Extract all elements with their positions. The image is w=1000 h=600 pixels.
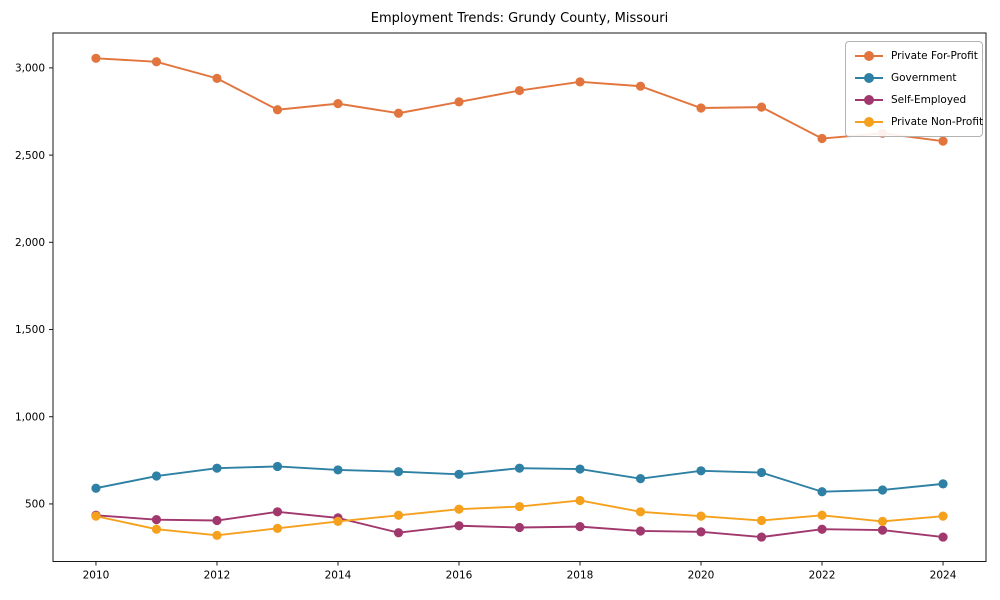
legend-marker-icon: [855, 95, 883, 105]
legend-item-private-non-profit: Private Non-Profit: [850, 111, 983, 133]
data-point-private-non-profit-2014: [333, 516, 343, 526]
data-point-private-non-profit-2016: [454, 504, 464, 514]
data-point-government-2017: [514, 463, 525, 473]
x-tick-label: 2024: [930, 570, 957, 582]
data-point-private-for-profit-2010: [91, 53, 101, 63]
legend-marker-icon: [855, 117, 883, 127]
series-line-private-for-profit: [95, 57, 944, 143]
data-point-government-2012: [212, 463, 222, 473]
data-point-self-employed-2021: [756, 532, 767, 542]
data-point-private-non-profit-2017: [514, 501, 525, 512]
data-point-self-employed-2017: [514, 522, 525, 533]
data-point-government-2010: [91, 483, 101, 493]
y-tick-label: 1,500: [15, 324, 45, 336]
y-tick-label: 3,000: [15, 63, 45, 75]
data-point-government-2016: [454, 469, 464, 479]
data-point-private-non-profit-2020: [696, 511, 706, 521]
legend-item-self-employed: Self-Employed: [850, 89, 978, 111]
data-point-private-non-profit-2023: [877, 516, 888, 526]
y-tick-label: 1,000: [15, 411, 45, 423]
legend-dot-sample: [864, 51, 874, 61]
data-point-self-employed-2015: [393, 528, 404, 538]
data-point-private-non-profit-2011: [151, 524, 162, 534]
data-point-private-for-profit-2015: [393, 108, 404, 118]
data-point-private-non-profit-2019: [635, 507, 646, 517]
data-point-private-for-profit-2013: [272, 105, 283, 115]
data-point-private-for-profit-2012: [212, 73, 222, 83]
chart-title: Employment Trends: Grundy County, Missou…: [370, 11, 669, 26]
data-point-government-2015: [393, 467, 404, 477]
data-point-private-non-profit-2012: [212, 530, 222, 540]
y-tick-label: 2,500: [15, 150, 45, 162]
x-tick-label: 2012: [204, 570, 231, 582]
data-point-government-2022: [817, 487, 827, 497]
x-tick-label: 2014: [325, 570, 352, 582]
data-point-government-2023: [877, 485, 888, 495]
data-point-self-employed-2023: [877, 525, 888, 535]
x-tick-label: 2016: [446, 570, 473, 582]
data-point-self-employed-2013: [272, 507, 283, 517]
data-point-private-for-profit-2022: [817, 133, 827, 144]
data-point-private-for-profit-2021: [756, 102, 767, 112]
data-point-self-employed-2019: [635, 526, 646, 536]
y-tick-label: 2,000: [15, 237, 45, 249]
legend-label: Government: [891, 72, 957, 84]
data-point-government-2020: [696, 466, 706, 476]
data-point-private-for-profit-2020: [696, 103, 706, 113]
legend-marker-icon: [855, 51, 883, 61]
x-tick-label: 2010: [83, 570, 110, 582]
data-point-government-2024: [938, 479, 948, 489]
data-point-self-employed-2022: [817, 524, 827, 534]
data-point-private-for-profit-2017: [514, 85, 525, 96]
legend-label: Self-Employed: [891, 94, 967, 106]
legend-dot-sample: [864, 73, 874, 83]
legend-item-private-for-profit: Private For-Profit: [850, 45, 978, 67]
data-point-self-employed-2016: [454, 521, 464, 531]
data-point-private-non-profit-2013: [272, 523, 283, 533]
data-point-private-non-profit-2021: [756, 515, 767, 526]
x-tick-label: 2018: [567, 570, 594, 582]
data-point-self-employed-2024: [938, 532, 948, 542]
x-tick-label: 2022: [809, 570, 836, 582]
data-point-self-employed-2012: [212, 515, 222, 526]
legend-marker-icon: [855, 73, 883, 83]
data-point-self-employed-2011: [151, 515, 162, 525]
data-point-private-non-profit-2018: [575, 495, 585, 506]
data-point-private-non-profit-2015: [393, 510, 404, 520]
data-point-private-non-profit-2024: [938, 511, 948, 521]
legend-item-government: Government: [850, 67, 978, 89]
legend-dot-sample: [864, 95, 874, 105]
data-point-private-for-profit-2024: [938, 136, 948, 146]
data-point-private-for-profit-2011: [151, 57, 162, 67]
data-point-private-for-profit-2019: [635, 81, 646, 91]
x-tick-label: 2020: [688, 570, 715, 582]
data-point-government-2018: [575, 464, 585, 474]
plot-border: [52, 32, 987, 562]
y-tick-label: 500: [25, 499, 45, 511]
data-point-government-2013: [272, 461, 283, 472]
data-point-government-2019: [635, 474, 646, 484]
data-point-private-non-profit-2022: [817, 510, 827, 520]
legend: Private For-Profit Government Self-Employe…: [845, 41, 983, 137]
data-point-private-for-profit-2014: [333, 99, 343, 109]
legend-label: Private For-Profit: [891, 50, 978, 62]
legend-label: Private Non-Profit: [891, 116, 984, 128]
data-point-government-2021: [756, 467, 767, 478]
data-point-government-2014: [333, 465, 343, 475]
data-point-private-for-profit-2018: [575, 77, 585, 87]
data-point-self-employed-2020: [696, 527, 706, 537]
data-point-private-non-profit-2010: [91, 511, 101, 521]
data-point-private-for-profit-2016: [454, 97, 464, 107]
data-point-self-employed-2018: [575, 522, 585, 532]
legend-dot-sample: [864, 117, 874, 127]
data-point-government-2011: [151, 471, 162, 481]
